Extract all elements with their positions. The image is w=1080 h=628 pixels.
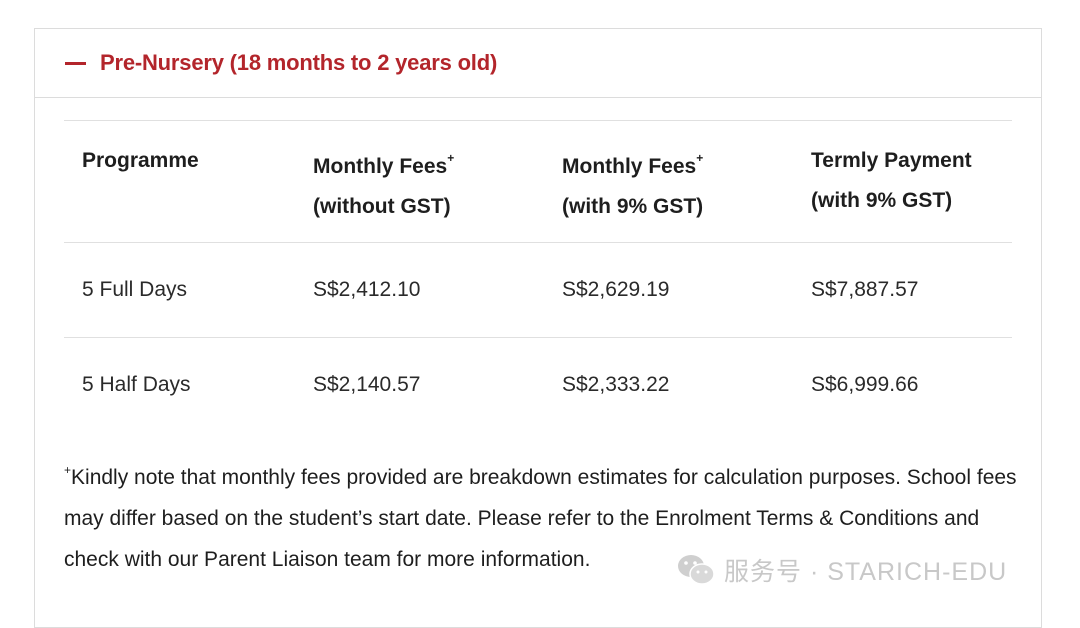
fees-table: Programme Monthly Fees+ (without GST) Mo… (64, 120, 1012, 433)
footnote-marker: + (696, 151, 704, 165)
table-row: 5 Half Days S$2,140.57 S$2,333.22 S$6,99… (64, 338, 1012, 433)
watermark: 服务号 · STARICH-EDU (676, 552, 1007, 588)
footnote-text: Kindly note that monthly fees provided a… (64, 466, 1017, 571)
header-monthly-with-gst: Monthly Fees+ (with 9% GST) (544, 120, 793, 243)
minus-icon[interactable] (65, 62, 86, 65)
header-sublabel: (with 9% GST) (562, 195, 704, 218)
fees-table-container: Programme Monthly Fees+ (without GST) Mo… (64, 120, 1012, 433)
header-sublabel: (without GST) (313, 195, 451, 218)
fee-cell: S$2,140.57 (313, 373, 421, 397)
watermark-text: 服务号 · STARICH-EDU (724, 558, 1008, 586)
header-label: Termly Payment (811, 149, 972, 172)
fees-footnote: +Kindly note that monthly fees provided … (64, 452, 1024, 580)
footnote-marker: + (64, 463, 72, 477)
accordion-title: Pre-Nursery (18 months to 2 years old) (100, 50, 498, 75)
fee-cell: S$7,887.57 (793, 242, 1012, 338)
fee-cell: S$2,412.10 (295, 242, 544, 338)
fees-accordion-panel: Pre-Nursery (18 months to 2 years old) P… (34, 28, 1042, 628)
fee-cell: S$6,999.66 (811, 373, 919, 397)
fee-cell: S$2,333.22 (562, 373, 670, 397)
wechat-icon (678, 555, 715, 585)
programme-cell: 5 Full Days (64, 242, 295, 338)
table-row: 5 Full Days S$2,412.10 S$2,629.19 S$7,88… (64, 242, 1012, 338)
header-label: Programme (82, 149, 199, 172)
table-header-row: Programme Monthly Fees+ (without GST) Mo… (64, 120, 1012, 243)
header-termly-payment: Termly Payment (with 9% GST) (793, 120, 1012, 243)
programme-cell: 5 Half Days (82, 373, 191, 397)
header-label: Monthly Fees (562, 155, 697, 178)
fee-cell: S$2,629.19 (544, 242, 793, 338)
header-programme: Programme (64, 120, 295, 243)
header-label: Monthly Fees (313, 155, 448, 178)
header-monthly-without-gst: Monthly Fees+ (without GST) (295, 120, 544, 243)
footnote-marker: + (447, 151, 455, 165)
accordion-header[interactable]: Pre-Nursery (18 months to 2 years old) (35, 29, 1041, 98)
header-sublabel: (with 9% GST) (811, 189, 953, 212)
